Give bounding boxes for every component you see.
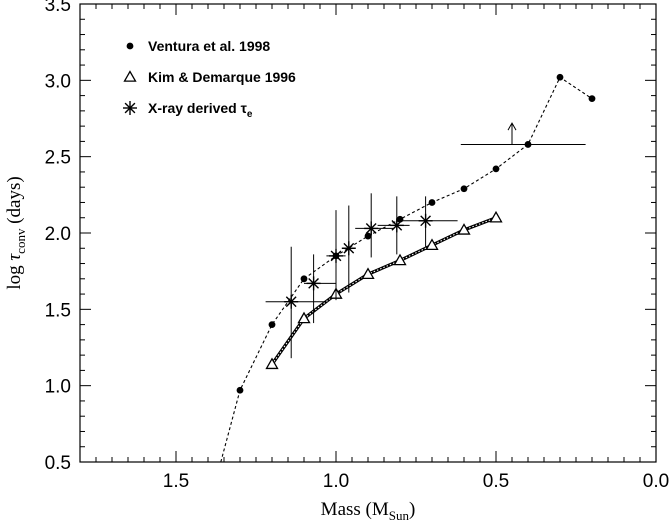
data-point — [418, 213, 433, 228]
y-tick-label: 3.0 — [45, 71, 71, 92]
xray-point — [400, 196, 458, 247]
legend-label: Kim & Demarque 1996 — [148, 69, 296, 85]
data-point — [457, 223, 471, 235]
legend-entry: Kim & Demarque 1996 — [123, 69, 296, 85]
x-axis-title-end: ) — [409, 499, 415, 520]
asterisk-stroke — [285, 296, 297, 308]
xray-point — [341, 205, 356, 293]
xray-point — [326, 210, 346, 301]
y-axis-title-text: log — [4, 261, 25, 290]
legend-label: Ventura et al. 1998 — [148, 38, 270, 54]
x-axis-title: Mass (MSun) — [321, 499, 416, 523]
series-line-inner — [271, 217, 497, 365]
legend-triangle-icon — [123, 70, 137, 82]
data-point — [556, 73, 564, 81]
data-point — [284, 294, 299, 309]
series-1 — [265, 210, 503, 370]
x-axis-title-sub: Sun — [389, 508, 410, 523]
data-point — [492, 165, 500, 173]
series-0 — [220, 73, 596, 463]
data-point — [489, 210, 503, 223]
asterisk-stroke — [343, 242, 355, 254]
data-point — [588, 95, 596, 103]
y-axis-title-end: (days) — [4, 176, 25, 228]
data-point — [364, 221, 379, 236]
data-point — [268, 321, 276, 328]
data-point — [460, 185, 468, 193]
xray-point — [355, 193, 394, 258]
data-point — [341, 241, 356, 256]
y-tick-label: 1.0 — [45, 377, 71, 398]
series-2 — [265, 193, 458, 359]
data-point — [329, 248, 343, 263]
series-layer — [220, 73, 596, 463]
data-point — [393, 253, 407, 266]
y-tick-label: 2.0 — [45, 224, 71, 245]
data-point — [361, 267, 375, 279]
lower-limit-marker — [460, 122, 586, 145]
asterisk-stroke — [330, 250, 342, 262]
tick-layer: 1.5 1.0 0.5 0.0 0.5 1.0 1.5 2.0 2.5 3.0 3.5 — [45, 0, 670, 492]
legend-label: X-ray derived τe — [148, 100, 253, 120]
asterisk-stroke — [391, 219, 403, 231]
y-axis-title-tau: τ — [4, 253, 25, 261]
x-axis-title-text: Mass (M — [321, 499, 389, 520]
series-line — [220, 76, 593, 463]
xray-point — [265, 246, 327, 359]
y-tick-label: 2.5 — [45, 148, 71, 169]
y-tick-label: 1.5 — [45, 300, 71, 321]
legend-asterisk-icon — [123, 101, 137, 115]
y-axis-title-sub: conv — [13, 228, 28, 254]
data-point — [389, 218, 404, 233]
data-point — [428, 199, 436, 206]
asterisk-stroke — [124, 102, 136, 114]
x-tick-label: 1.0 — [323, 471, 349, 492]
legend-label-sub: e — [247, 109, 253, 120]
xray-point — [304, 254, 336, 324]
legend: Ventura et al. 1998 Kim & Demarque 1996 X-… — [123, 38, 296, 120]
data-point — [297, 311, 311, 324]
legend-dot-icon — [126, 42, 134, 50]
legend-entry: X-ray derived τe — [123, 100, 253, 120]
x-tick-label: 0.5 — [483, 471, 509, 492]
asterisk-stroke — [365, 223, 377, 234]
data-point — [364, 232, 372, 240]
x-tick-label: 0.0 — [643, 471, 669, 492]
x-tick-label: 1.5 — [163, 471, 189, 492]
data-point — [236, 386, 244, 394]
asterisk-stroke — [420, 215, 431, 227]
y-axis-title: log τconv (days) — [4, 176, 28, 289]
asterisk-stroke — [308, 277, 319, 289]
data-point — [306, 276, 321, 291]
xray-point — [377, 196, 410, 255]
data-point — [300, 275, 308, 283]
y-tick-label: 3.5 — [45, 0, 71, 16]
series-line — [270, 216, 497, 366]
legend-entry: Ventura et al. 1998 — [126, 38, 270, 54]
data-point — [265, 357, 279, 370]
y-tick-label: 0.5 — [45, 453, 71, 474]
data-point — [425, 238, 439, 250]
arrow-head — [507, 122, 517, 131]
